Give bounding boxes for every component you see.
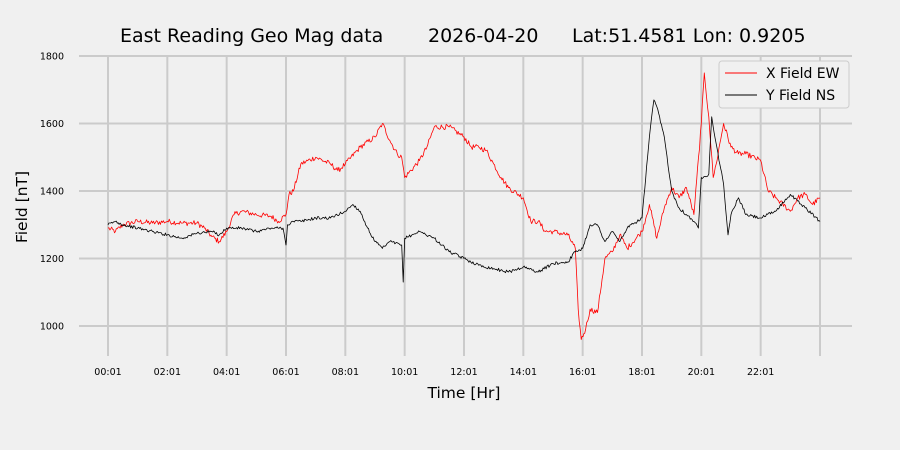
x-tick-label: 18:01 (628, 367, 655, 378)
y-tick-label: 1600 (40, 119, 64, 130)
legend-label-y-field: Y Field NS (765, 88, 835, 104)
x-tick-label: 22:01 (747, 367, 774, 378)
x-tick-label: 12:01 (450, 367, 477, 378)
legend: X Field EW Y Field NS (718, 60, 850, 109)
x-tick-label: 06:01 (272, 367, 299, 378)
x-tick-label: 10:01 (391, 367, 418, 378)
series-line-y-field-ns (107, 99, 821, 283)
chart-title-location: Lat:51.4581 Lon: 0.9205 (572, 25, 806, 47)
x-axis-label: Time [Hr] (427, 384, 501, 402)
y-tick-label: 1800 (40, 52, 64, 63)
x-tick-label: 04:01 (213, 367, 240, 378)
x-tick-label: 00:01 (94, 367, 121, 378)
y-tick-label: 1400 (40, 187, 64, 198)
x-tick-label: 02:01 (154, 367, 181, 378)
y-axis-label: Field [nT] (13, 171, 31, 243)
chart-title-name: East Reading Geo Mag data (120, 25, 383, 47)
chart-title: East Reading Geo Mag data 2026-04-20 Lat… (120, 25, 806, 47)
y-tick-label: 1000 (40, 322, 64, 333)
chart-title-date: 2026-04-20 (428, 25, 538, 47)
legend-label-x-field: X Field EW (766, 66, 840, 82)
x-tick-label: 08:01 (332, 367, 359, 378)
series-lines (107, 72, 821, 340)
tick-labels: 00:01 02:01 04:01 06:01 08:01 10:01 12:01 14:01… (40, 52, 775, 379)
y-tick-label: 1200 (40, 254, 64, 265)
x-tick-label: 20:01 (688, 367, 715, 378)
x-tick-label: 16:01 (569, 367, 596, 378)
x-tick-label: 14:01 (510, 367, 537, 378)
